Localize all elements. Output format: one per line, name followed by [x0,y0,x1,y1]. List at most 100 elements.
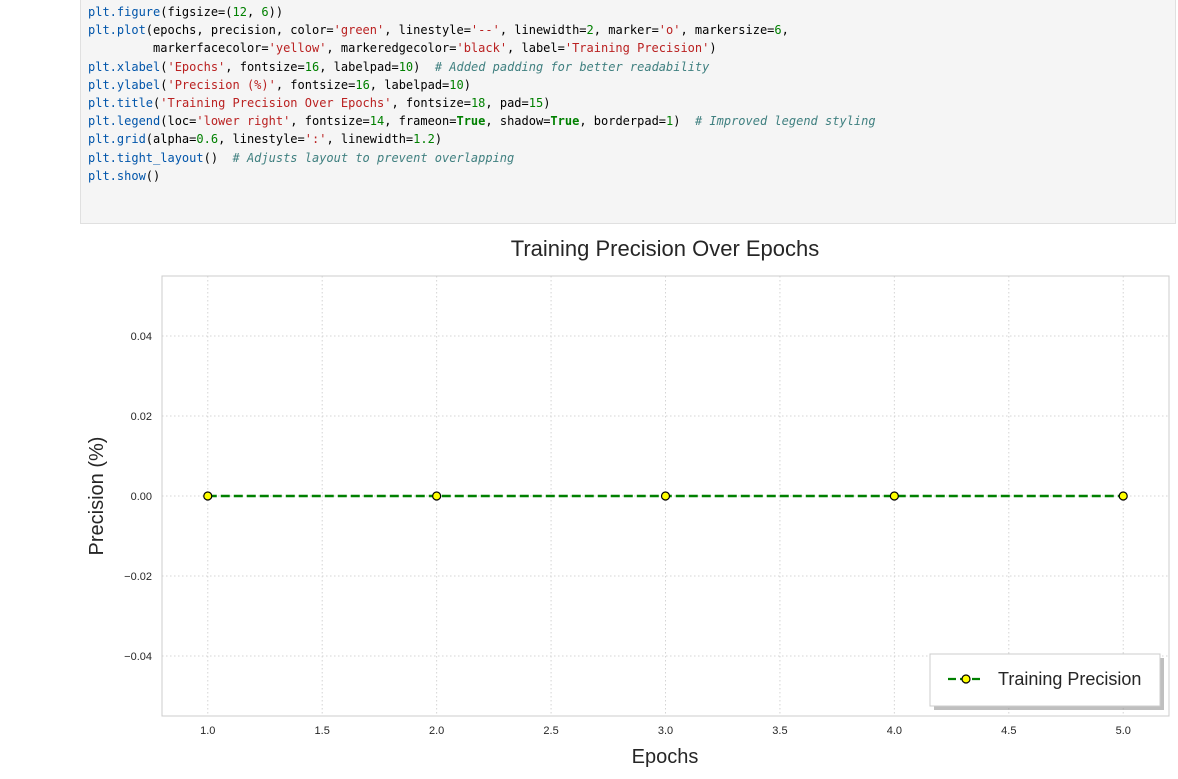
line-chart: Training Precision Over Epochs 1.0 1.5 2.0… [86,236,1170,768]
code-token: 16 [304,59,320,74]
legend: Training Precision [929,653,1164,710]
x-tick-label: 3.5 [772,725,787,737]
code-token: ) [434,132,443,147]
code-token: # Adjusts layout to prevent overlapping [232,150,515,165]
y-axis-label: Precision (%) [86,437,108,556]
code-token: plt.ylabel [88,77,161,92]
code-token: , linestyle= [384,23,471,38]
x-tick-label: 3.0 [658,725,673,737]
code-token: , borderpad= [579,114,667,129]
x-tick-label: 5.0 [1116,725,1131,737]
code-token: , marker= [593,23,659,38]
code-token: plt.plot [88,23,146,38]
code-token: 2 [586,23,594,38]
code-token: ) [543,95,551,110]
code-token: , labelpad= [369,77,450,92]
code-token: plt.show [88,168,146,183]
code-token: ( [160,77,168,92]
code-token: plt.figure [88,5,161,19]
legend-marker-swatch [961,674,971,684]
code-token: , linewidth= [326,132,414,147]
code-token: True [456,114,486,129]
code-token: 'Epochs' [167,59,226,74]
code-token: (alpha= [145,132,197,147]
code-token: 15 [528,95,544,110]
code-token: () [203,150,233,165]
code-token: , frameon= [384,114,457,129]
code-token: 12 [232,5,247,19]
code-token: 18 [470,95,486,110]
code-token: , label= [507,41,565,56]
code-token: , pad= [485,95,529,110]
data-point [660,491,671,501]
code-line: markerfacecolor='yellow', markeredgecolo… [88,39,876,57]
code-token: plt.grid [88,132,146,147]
code-token: 'green' [333,23,385,38]
legend-label: Training Precision [998,669,1141,689]
x-tick-label: 4.0 [887,725,902,737]
code-token: 10 [449,77,464,92]
code-line: plt.legend(loc='lower right', fontsize=1… [88,112,876,130]
code-token: 'Precision (%)' [167,77,276,92]
code-token: , markersize= [680,23,775,38]
code-line: plt.figure(figsize=(12, 6)) [88,3,876,21]
code-token: 1 [666,114,674,129]
code-token: 6 [261,5,269,19]
code-token: ( [160,59,168,74]
code-token: 6 [774,23,782,38]
code-token: markerfacecolor= [88,41,269,56]
code-token: 14 [369,114,385,129]
x-tick-label: 1.0 [200,725,215,737]
code-token: , fontsize= [225,59,305,74]
x-tick-label: 1.5 [315,725,330,737]
code-token: (figsize=( [160,5,233,19]
code-token: 'Training Precision' [564,41,710,56]
code-token: 'Training Precision Over Epochs' [160,95,392,110]
code-token: 0.6 [196,132,219,147]
code-token: () [145,168,161,183]
data-point [203,491,213,501]
chart-figure: Training Precision Over Epochs 1.0 1.5 2.0… [0,224,1178,775]
code-token: 'black' [456,41,508,56]
code-token: ) [463,77,471,92]
code-token: '--' [470,23,500,38]
code-token: , linestyle= [218,132,305,147]
code-line: plt.title('Training Precision Over Epoch… [88,94,876,112]
code-token: ) [709,41,717,56]
code-token: )) [268,5,284,19]
code-token: # Improved legend styling [694,114,876,129]
x-axis-label: Epochs [632,746,699,768]
data-point [889,491,899,501]
code-line: plt.plot(epochs, precision, color='green… [88,21,876,39]
code-line: plt.grid(alpha=0.6, linestyle=':', linew… [88,130,876,148]
code-line: plt.ylabel('Precision (%)', fontsize=16,… [88,76,876,94]
code-token: (epochs, precision, color= [145,23,334,38]
x-tick-label: 2.0 [429,725,444,737]
code-cell[interactable]: plt.figure(figsize=(12, 6)) plt.plot(epoc… [80,0,1176,224]
code-token: , [246,5,262,19]
code-token: 16 [355,77,370,92]
y-tick-label: 0.04 [131,331,152,343]
code-line: plt.tight_layout() # Adjusts layout to p… [88,149,876,167]
code-token: , linewidth= [499,23,587,38]
code-token: , markeredgecolor= [326,41,457,56]
code-line: plt.show() [88,167,876,185]
code-token: 10 [398,59,414,74]
code-token: 1.2 [413,132,435,147]
y-tick-label: −0.02 [124,571,152,583]
code-token: , shadow= [485,114,551,129]
code-token: , fontsize= [391,95,471,110]
chart-title: Training Precision Over Epochs [511,236,820,261]
code-token: (loc= [160,114,197,129]
code-token: , fontsize= [275,77,356,92]
code-token: ) [673,114,695,129]
code-token: 'lower right' [196,114,291,129]
code-token: , labelpad= [319,59,399,74]
x-tick-label: 4.5 [1001,725,1016,737]
code-token: 'o' [658,23,681,38]
code-block: plt.figure(figsize=(12, 6)) plt.plot(epoc… [88,3,876,185]
code-token: , [781,23,789,38]
x-tick-label: 2.5 [543,725,558,737]
code-token: 'yellow' [268,41,327,56]
code-token: plt.xlabel [88,59,161,74]
